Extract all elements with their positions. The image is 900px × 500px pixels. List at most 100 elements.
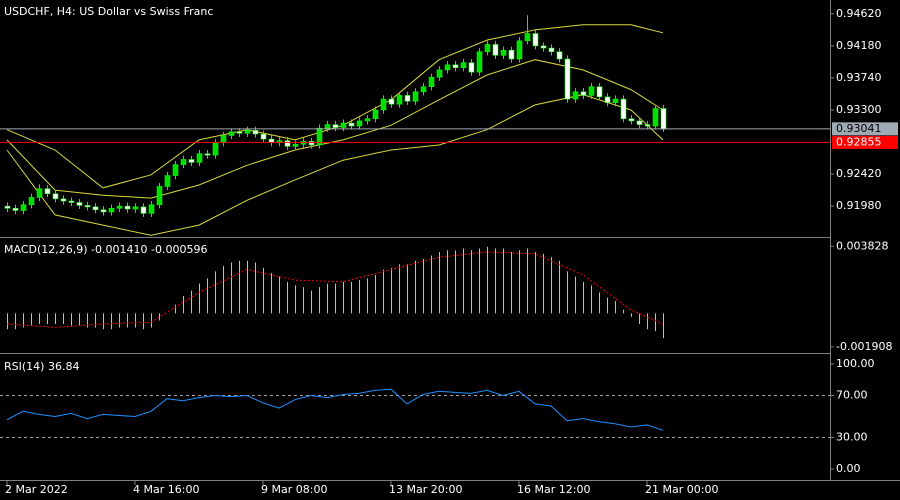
candle-body xyxy=(52,193,59,200)
price-label: 0.93041 xyxy=(836,122,882,135)
candle-body xyxy=(116,205,123,209)
candle-body xyxy=(20,204,27,211)
candle-body xyxy=(364,118,371,122)
candle-body xyxy=(108,208,115,213)
candle-body xyxy=(356,120,363,127)
candle-body xyxy=(124,205,131,210)
candle-body xyxy=(436,69,443,78)
candle-body xyxy=(580,91,587,96)
candle-body xyxy=(652,108,659,127)
candle-body xyxy=(444,64,451,71)
candle-body xyxy=(572,91,579,100)
candle-body xyxy=(348,122,355,127)
candle-body xyxy=(60,198,67,202)
candle-body xyxy=(412,91,419,102)
candle-body xyxy=(308,141,315,146)
price-label-box xyxy=(832,122,898,136)
y-tick-label: 0.93740 xyxy=(836,71,882,84)
candle-body xyxy=(476,51,483,73)
candle-body xyxy=(140,206,147,214)
candle-body xyxy=(172,164,179,176)
x-tick-label: 13 Mar 20:00 xyxy=(389,483,462,496)
candle-body xyxy=(492,44,499,56)
y-tick-label: 0.91980 xyxy=(836,199,882,212)
candle-body xyxy=(620,98,627,120)
x-tick-label: 9 Mar 08:00 xyxy=(261,483,327,496)
candle-body xyxy=(660,108,667,130)
candle-body xyxy=(380,98,387,111)
candle-body xyxy=(252,130,259,135)
y-tick-label: 0.94180 xyxy=(836,39,882,52)
candle-body xyxy=(188,159,195,163)
x-tick-label: 16 Mar 12:00 xyxy=(517,483,590,496)
candle-body xyxy=(332,124,339,128)
candle-body xyxy=(588,86,595,96)
candle-body xyxy=(196,153,203,163)
candle-body xyxy=(604,96,611,104)
price-label: 0.92855 xyxy=(836,135,882,148)
candle-body xyxy=(540,45,547,49)
candle-body xyxy=(460,62,467,69)
candle-body xyxy=(316,127,323,146)
candle-body xyxy=(500,49,507,56)
candle-body xyxy=(404,95,411,102)
y-tick-label: 30.00 xyxy=(836,430,868,443)
x-tick-label: 2 Mar 2022 xyxy=(5,483,68,496)
candle-body xyxy=(44,188,51,195)
candle-body xyxy=(292,143,299,147)
candle-body xyxy=(76,202,83,206)
candle-body xyxy=(156,186,163,205)
y-tick-label: 100.00 xyxy=(836,357,875,370)
candle-body xyxy=(516,40,523,60)
candle-body xyxy=(4,205,11,209)
candle-body xyxy=(12,208,19,211)
candle-body xyxy=(244,130,251,134)
price-label-box xyxy=(832,135,898,149)
candle-body xyxy=(68,200,75,203)
candle-body xyxy=(396,95,403,105)
candle-body xyxy=(428,76,435,87)
x-tick-label: 21 Mar 00:00 xyxy=(645,483,718,496)
candle-body xyxy=(236,131,243,134)
macd-panel-title: MACD(12,26,9) -0.001410 -0.000596 xyxy=(4,243,207,256)
candle-body xyxy=(260,133,267,140)
candle-body xyxy=(148,204,155,214)
candle-body xyxy=(548,47,555,53)
y-tick-label: 0.003828 xyxy=(836,239,889,252)
candle-body xyxy=(92,206,99,211)
y-tick-label: 0.94620 xyxy=(836,7,882,20)
candle-body xyxy=(644,124,651,127)
candle-body xyxy=(228,131,235,136)
y-tick-label: 0.00 xyxy=(836,462,861,475)
candle-body xyxy=(84,205,91,208)
candle-body xyxy=(452,64,459,69)
candle-body xyxy=(596,86,603,98)
y-tick-label: 0.93300 xyxy=(836,103,882,116)
candle-body xyxy=(324,124,331,129)
candle-body xyxy=(284,140,291,147)
rsi-panel-title: RSI(14) 36.84 xyxy=(4,360,79,373)
candle-body xyxy=(372,109,379,120)
candle-body xyxy=(340,122,347,128)
candle-body xyxy=(204,153,211,156)
x-tick-label: 4 Mar 16:00 xyxy=(133,483,199,496)
candle-body xyxy=(28,197,35,205)
candle-body xyxy=(556,51,563,60)
candle-body xyxy=(180,159,187,165)
candle-body xyxy=(212,142,219,156)
candle-body xyxy=(612,98,619,104)
candle-body xyxy=(524,33,531,42)
candle-body xyxy=(628,118,635,122)
y-tick-label: 70.00 xyxy=(836,389,868,402)
price-panel-title: USDCHF, H4: US Dollar vs Swiss Franc xyxy=(4,5,213,18)
candle-body xyxy=(468,62,475,73)
candle-body xyxy=(532,33,539,47)
candle-body xyxy=(636,120,643,125)
candle-body xyxy=(420,86,427,93)
panel-frames xyxy=(0,0,900,481)
candle-body xyxy=(164,175,171,187)
candle-body xyxy=(36,188,43,198)
candle-body xyxy=(132,206,139,210)
